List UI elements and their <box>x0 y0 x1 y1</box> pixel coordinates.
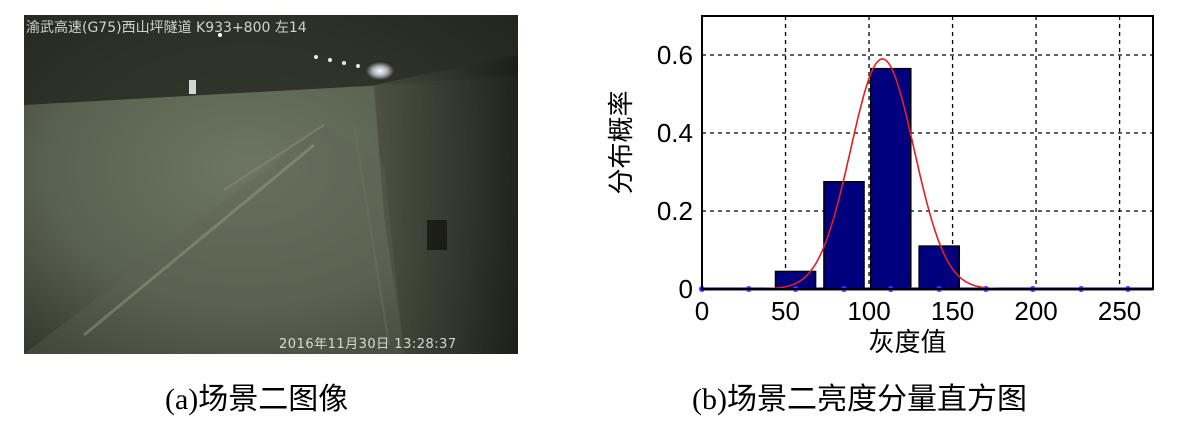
y-tick-label: 0.6 <box>657 40 693 70</box>
x-axis-label: 灰度值 <box>868 327 946 357</box>
x-tick-label: 200 <box>1014 296 1057 326</box>
x-tick-label: 50 <box>771 296 800 326</box>
y-axis-label: 分布概率 <box>606 90 636 194</box>
x-tick-label: 150 <box>931 296 974 326</box>
photo-overlay-location: 渝武高速(G75)西山坪隧道 K933+800 左14 <box>26 17 307 37</box>
x-tick-label: 0 <box>695 296 709 326</box>
y-tick-label: 0.2 <box>657 196 693 226</box>
x-tick-label: 100 <box>847 296 890 326</box>
histogram-bar <box>824 182 864 289</box>
tunnel-scene <box>24 15 518 354</box>
histogram-bar <box>871 69 911 289</box>
x-tick-label: 250 <box>1098 296 1141 326</box>
caption-histogram: (b)场景二亮度分量直方图 <box>692 374 1027 418</box>
brightness-histogram: 0 50 100 150 200 250 0 0.2 0.4 0.6 灰度值 分布概率 <box>600 0 1170 365</box>
histogram-bar <box>919 246 959 289</box>
y-tick-label: 0.4 <box>657 118 693 148</box>
plot-area: 0 50 100 150 200 250 0 0.2 0.4 0.6 灰度值 分布概率 <box>606 16 1153 357</box>
tunnel-photo: 渝武高速(G75)西山坪隧道 K933+800 左14 2016年11月30日 … <box>24 15 518 354</box>
photo-overlay-timestamp: 2016年11月30日 13:28:37 <box>279 333 457 352</box>
y-tick-label: 0 <box>679 274 693 304</box>
caption-photo: (a)场景二图像 <box>165 374 348 418</box>
